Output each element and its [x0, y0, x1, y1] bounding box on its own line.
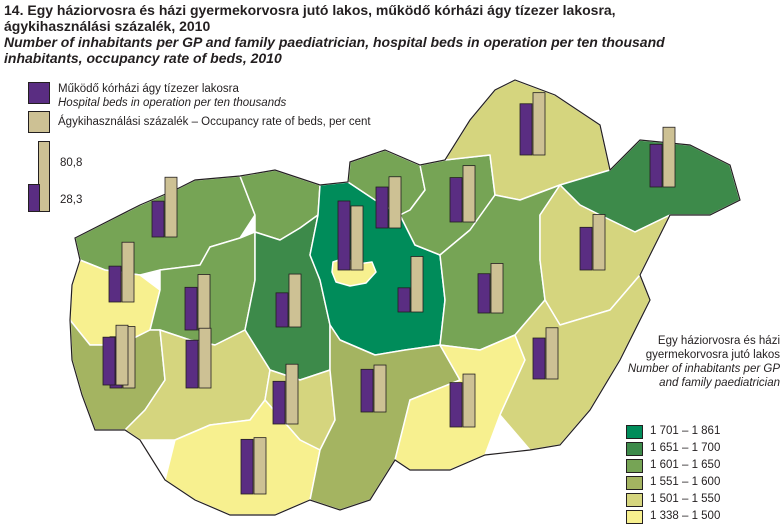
occupancy-bar	[410, 256, 424, 313]
scale-min-label: 28,3	[60, 194, 83, 206]
beds-bar	[397, 287, 411, 313]
beds-bar	[184, 286, 198, 331]
occupancy-bar	[198, 327, 212, 389]
class-swatch	[626, 493, 643, 507]
beds-bar	[337, 200, 351, 271]
occupancy-bar	[388, 176, 402, 229]
beds-bar	[360, 368, 374, 413]
beds-legend-hu: Működő kórházi ágy tízezer lakosra	[58, 83, 239, 95]
occupancy-legend-label: Ágykihasználási százalék – Occupancy rat…	[58, 116, 371, 128]
occupancy-bar	[662, 126, 676, 188]
class-swatch	[626, 459, 643, 473]
beds-bar	[272, 380, 286, 425]
class-swatch	[626, 442, 643, 456]
scale-bar-min	[28, 184, 40, 212]
occupancy-bar	[462, 165, 476, 223]
occupancy-legend: Ágykihasználási százalék – Occupancy rat…	[58, 115, 371, 129]
occupancy-bar	[253, 437, 267, 495]
occupancy-bar	[285, 363, 299, 425]
class-swatch	[626, 476, 643, 490]
beds-bar	[375, 186, 389, 229]
occupancy-bar	[121, 241, 135, 303]
title-hungarian: 14. Egy háziorvosra és házi gyermekorvos…	[4, 2, 616, 34]
occupancy-bar	[288, 273, 302, 328]
beds-legend: Működő kórházi ágy tízezer lakosra Hospi…	[58, 82, 286, 110]
occupancy-bar	[164, 176, 178, 238]
beds-bar	[579, 226, 593, 271]
beds-bar	[532, 337, 546, 380]
occupancy-bar	[490, 263, 504, 314]
beds-bar	[102, 336, 116, 386]
beds-bar	[519, 103, 533, 156]
beds-bar	[151, 200, 165, 238]
beds-bar	[477, 273, 491, 314]
beds-bar	[275, 292, 289, 328]
beds-swatch	[28, 82, 50, 104]
choropleth-title-hu: Egy háziorvosra és házi gyermekorvosra j…	[645, 335, 780, 361]
choropleth-legend-title: Egy háziorvosra és házi gyermekorvosra j…	[612, 334, 780, 390]
beds-bar	[449, 382, 463, 428]
beds-bar	[649, 143, 663, 188]
occupancy-bar	[532, 92, 546, 156]
beds-bar	[185, 339, 199, 389]
class-label: 1 651 – 1 700	[650, 442, 721, 454]
country-outline	[69, 79, 741, 516]
map-title: 14. Egy háziorvosra és házi gyermekorvos…	[4, 2, 704, 66]
class-swatch	[626, 425, 643, 439]
occupancy-bar	[373, 364, 387, 413]
beds-bar	[449, 177, 463, 223]
beds-legend-en: Hospital beds in operation per ten thous…	[58, 97, 287, 109]
beds-bar	[108, 265, 122, 303]
title-english: Number of inhabitants per GP and family …	[4, 34, 665, 66]
occupancy-bar	[545, 327, 559, 380]
scale-bar-max	[38, 141, 50, 212]
beds-bar	[240, 438, 254, 495]
class-label: 1 701 – 1 861	[650, 425, 721, 437]
occupancy-bar	[115, 324, 129, 386]
scale-max-label: 80,8	[60, 157, 83, 169]
occupancy-bar	[350, 205, 364, 271]
occupancy-bar	[462, 373, 476, 428]
occupancy-bar	[197, 274, 211, 331]
class-label: 1 601 – 1 650	[650, 459, 721, 471]
choropleth-title-en: Number of inhabitants per GP and family …	[627, 363, 780, 389]
class-label: 1 338 – 1 500	[650, 510, 721, 522]
occupancy-swatch	[28, 111, 50, 133]
class-label: 1 551 – 1 600	[650, 476, 721, 488]
class-swatch	[626, 510, 643, 524]
class-label: 1 501 – 1 550	[650, 493, 721, 505]
occupancy-bar	[592, 214, 606, 271]
